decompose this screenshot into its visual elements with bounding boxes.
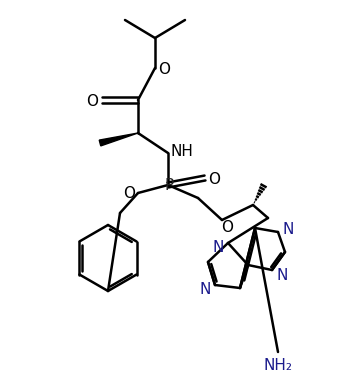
- Text: O: O: [86, 94, 98, 109]
- Text: NH₂: NH₂: [264, 358, 293, 373]
- Text: NH: NH: [170, 144, 194, 159]
- Text: N: N: [199, 282, 211, 297]
- Text: P: P: [164, 179, 174, 194]
- Text: O: O: [208, 171, 220, 186]
- Text: O: O: [221, 220, 233, 235]
- Polygon shape: [99, 133, 138, 146]
- Text: O: O: [123, 186, 135, 202]
- Text: O: O: [158, 62, 170, 76]
- Text: N: N: [282, 223, 294, 238]
- Text: N: N: [276, 267, 288, 282]
- Text: N: N: [212, 241, 224, 256]
